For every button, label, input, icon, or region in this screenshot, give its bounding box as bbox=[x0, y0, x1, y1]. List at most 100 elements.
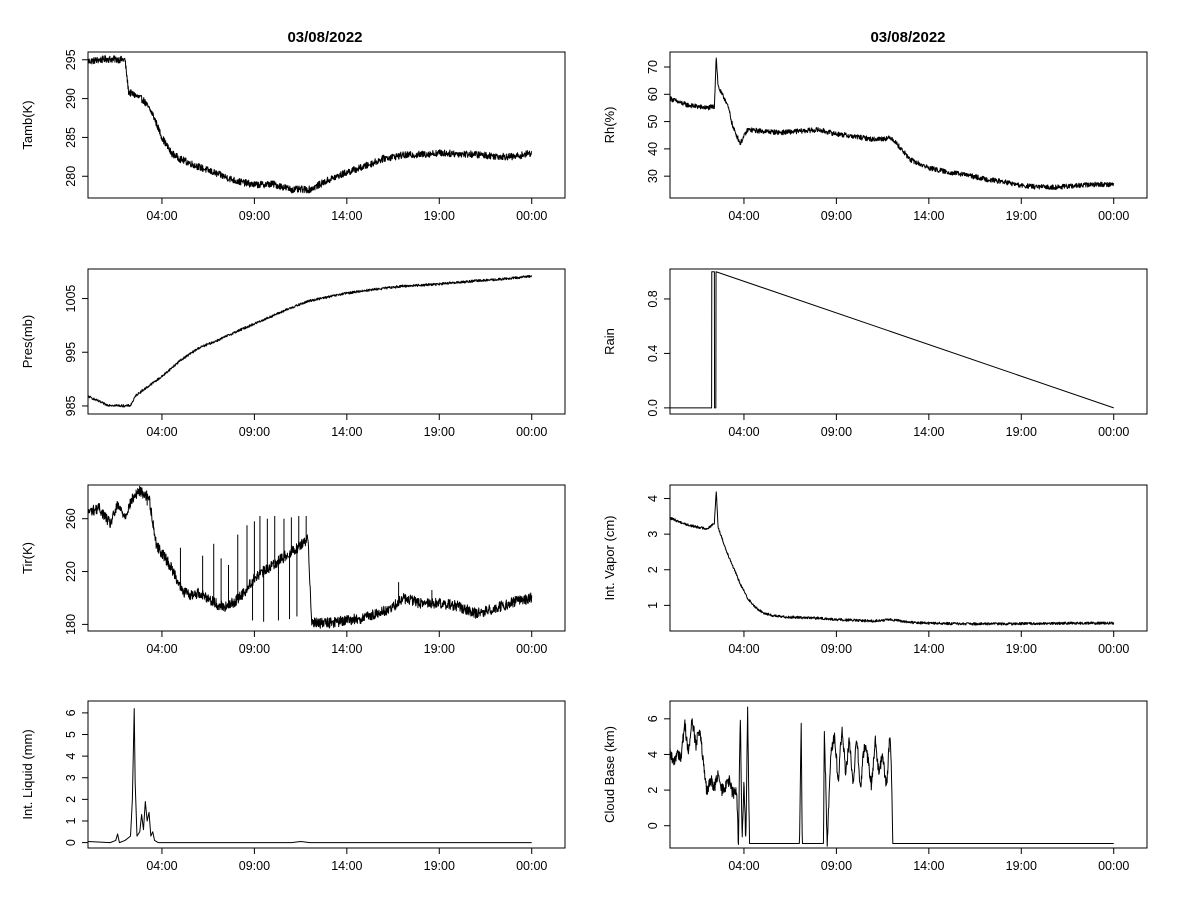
x-tick-label-liquid: 00:00 bbox=[516, 859, 547, 873]
plot-frame-cloud bbox=[669, 700, 1148, 849]
y-tick-label-rh: 40 bbox=[646, 142, 660, 156]
x-tick-label-vapor: 19:00 bbox=[1006, 642, 1037, 656]
series-line-rain bbox=[670, 271, 1114, 409]
panel-tamb: 04:00 09:00 14:00 19:00 00:00 280 285 290 295 Tam… bbox=[20, 49, 566, 223]
x-tick-label-liquid: 09:00 bbox=[239, 859, 270, 873]
x-tick-label-vapor: 14:00 bbox=[913, 642, 944, 656]
y-tick-label-vapor: 3 bbox=[646, 531, 660, 538]
title-left: 03/08/2022 bbox=[287, 29, 362, 46]
y-tick-label-vapor: 1 bbox=[646, 602, 660, 609]
plot-frame-liquid bbox=[87, 700, 566, 849]
y-axis-label-cloud: Cloud Base (km) bbox=[602, 726, 617, 823]
y-axis-label-rh: Rh(%) bbox=[602, 107, 617, 144]
x-tick-label-rain: 04:00 bbox=[728, 425, 759, 439]
y-tick-label-liquid: 3 bbox=[64, 774, 78, 781]
plot-frame-vapor bbox=[669, 484, 1148, 632]
y-axis-label-tir: Tir(K) bbox=[20, 542, 35, 574]
x-tick-label-rh: 19:00 bbox=[1006, 209, 1037, 223]
title-right: 03/08/2022 bbox=[870, 29, 945, 46]
x-tick-label-rh: 14:00 bbox=[913, 209, 944, 223]
y-tick-label-cloud: 4 bbox=[646, 751, 660, 758]
series-line-vapor bbox=[669, 491, 1115, 626]
y-axis-label-tamb: Tamb(K) bbox=[20, 100, 35, 149]
panels-group: 04:00 09:00 14:00 19:00 00:00 280 285 290 295 Tam… bbox=[20, 49, 1148, 873]
x-tick-label-cloud: 04:00 bbox=[728, 859, 759, 873]
x-tick-label-vapor: 09:00 bbox=[821, 642, 852, 656]
plot-frame-rh bbox=[669, 51, 1148, 199]
y-tick-label-vapor: 4 bbox=[646, 495, 660, 502]
panel-rain: 04:00 09:00 14:00 19:00 00:00 0.0 0.4 0.8 Rain bbox=[602, 268, 1148, 439]
x-tick-label-pres: 19:00 bbox=[424, 425, 455, 439]
x-tick-label-rain: 09:00 bbox=[821, 425, 852, 439]
x-tick-label-liquid: 04:00 bbox=[146, 859, 177, 873]
y-tick-label-rh: 70 bbox=[646, 60, 660, 74]
y-tick-label-tamb: 285 bbox=[64, 127, 78, 148]
x-tick-label-rh: 09:00 bbox=[821, 209, 852, 223]
panel-vapor: 04:00 09:00 14:00 19:00 00:00 1 2 3 4 Int. Vapor … bbox=[602, 484, 1148, 656]
x-tick-label-tamb: 09:00 bbox=[239, 209, 270, 223]
x-tick-label-pres: 04:00 bbox=[146, 425, 177, 439]
x-tick-label-rain: 00:00 bbox=[1098, 425, 1129, 439]
y-tick-label-rain: 0.8 bbox=[646, 290, 660, 307]
y-tick-label-tamb: 280 bbox=[64, 166, 78, 187]
y-axis-label-vapor: Int. Vapor (cm) bbox=[602, 515, 617, 600]
x-tick-label-tir: 00:00 bbox=[516, 642, 547, 656]
y-tick-label-liquid: 6 bbox=[64, 709, 78, 716]
series-line-tir bbox=[87, 485, 533, 629]
x-tick-label-liquid: 19:00 bbox=[424, 859, 455, 873]
series-line-pres bbox=[87, 274, 533, 408]
x-tick-label-rain: 19:00 bbox=[1006, 425, 1037, 439]
x-tick-label-pres: 09:00 bbox=[239, 425, 270, 439]
y-tick-label-cloud: 2 bbox=[646, 787, 660, 794]
x-tick-label-tir: 19:00 bbox=[424, 642, 455, 656]
plot-frame-rain bbox=[669, 268, 1148, 415]
y-axis-label-liquid: Int. Liquid (mm) bbox=[20, 729, 35, 819]
x-tick-label-liquid: 14:00 bbox=[331, 859, 362, 873]
x-tick-label-cloud: 09:00 bbox=[821, 859, 852, 873]
x-tick-label-tir: 09:00 bbox=[239, 642, 270, 656]
y-tick-label-rain: 0.4 bbox=[646, 345, 660, 362]
y-tick-label-pres: 995 bbox=[64, 342, 78, 363]
y-tick-label-rh: 50 bbox=[646, 115, 660, 129]
y-axis-label-pres: Pres(mb) bbox=[20, 315, 35, 368]
plot-frame-tamb bbox=[87, 51, 566, 199]
y-tick-label-pres: 985 bbox=[64, 395, 78, 416]
y-tick-label-liquid: 4 bbox=[64, 753, 78, 760]
plot-frame-tir bbox=[87, 484, 566, 632]
y-tick-label-liquid: 0 bbox=[64, 839, 78, 846]
y-tick-label-cloud: 0 bbox=[646, 822, 660, 829]
y-tick-label-tir: 180 bbox=[64, 614, 78, 635]
series-line-rh bbox=[669, 57, 1115, 191]
panel-liquid: 04:00 09:00 14:00 19:00 00:00 0 1 2 3 4 5 6 Int. Liq… bbox=[20, 700, 566, 873]
y-tick-label-tir: 220 bbox=[64, 561, 78, 582]
x-tick-label-rain: 14:00 bbox=[913, 425, 944, 439]
y-tick-label-liquid: 1 bbox=[64, 817, 78, 824]
y-tick-label-liquid: 5 bbox=[64, 731, 78, 738]
x-tick-label-tamb: 14:00 bbox=[331, 209, 362, 223]
y-tick-label-liquid: 2 bbox=[64, 796, 78, 803]
x-tick-label-cloud: 14:00 bbox=[913, 859, 944, 873]
x-tick-label-tamb: 00:00 bbox=[516, 209, 547, 223]
y-tick-label-tir: 260 bbox=[64, 508, 78, 529]
series-line-liquid bbox=[87, 708, 532, 844]
x-tick-label-rh: 04:00 bbox=[728, 209, 759, 223]
y-tick-label-tamb: 290 bbox=[64, 88, 78, 109]
panel-tir: 04:00 09:00 14:00 19:00 00:00 180 220 260 Tir(K) bbox=[20, 484, 566, 656]
panel-rh: 04:00 09:00 14:00 19:00 00:00 30 40 50 60 70 Rh(%) bbox=[602, 51, 1148, 223]
y-tick-label-pres: 1005 bbox=[64, 285, 78, 313]
x-tick-label-rh: 00:00 bbox=[1098, 209, 1129, 223]
x-tick-label-tir: 14:00 bbox=[331, 642, 362, 656]
panel-pres: 04:00 09:00 14:00 19:00 00:00 985 995 1005 Pres(… bbox=[20, 268, 566, 439]
y-tick-label-rh: 30 bbox=[646, 169, 660, 183]
x-tick-label-pres: 00:00 bbox=[516, 425, 547, 439]
x-tick-label-tamb: 19:00 bbox=[424, 209, 455, 223]
x-tick-label-cloud: 00:00 bbox=[1098, 859, 1129, 873]
x-tick-label-tir: 04:00 bbox=[146, 642, 177, 656]
y-tick-label-rain: 0.0 bbox=[646, 399, 660, 416]
plot-frame-pres bbox=[87, 268, 566, 415]
y-tick-label-cloud: 6 bbox=[646, 715, 660, 722]
y-tick-label-rh: 60 bbox=[646, 87, 660, 101]
x-tick-label-cloud: 19:00 bbox=[1006, 859, 1037, 873]
y-axis-label-rain: Rain bbox=[602, 328, 617, 355]
